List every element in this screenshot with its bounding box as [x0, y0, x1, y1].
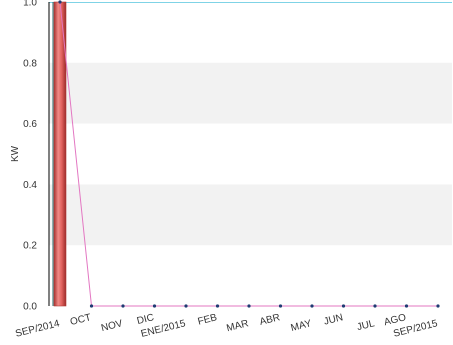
marker-10 — [373, 304, 377, 308]
marker-2 — [121, 304, 125, 308]
x-tick-label-6: MAR — [225, 318, 249, 334]
y-tick-label-5: 1.0 — [23, 0, 37, 9]
marker-5 — [215, 304, 220, 308]
grid-band-1 — [49, 62, 452, 124]
x-tick-label-8: MAY — [290, 318, 313, 334]
marker-12 — [436, 304, 440, 308]
y-tick-label-3: 0.6 — [23, 119, 37, 130]
x-tick-label-0: SEP/2014 — [14, 318, 61, 340]
marker-11 — [404, 304, 409, 308]
y-tick-label-1: 0.2 — [23, 241, 37, 252]
marker-7 — [278, 304, 283, 308]
grid-bands — [49, 62, 452, 246]
x-tick-label-5: FEB — [197, 312, 219, 327]
y-tick-label-0: 0.0 — [23, 302, 37, 313]
x-tick-label-7: ABR — [259, 312, 282, 328]
marker-3 — [152, 304, 157, 308]
marker-0 — [58, 0, 62, 4]
y-tick-label-4: 0.8 — [23, 58, 37, 69]
marker-8 — [310, 304, 314, 308]
bar-series — [52, 1, 67, 307]
x-tick-label-11: AGO — [383, 312, 407, 328]
y-axis-label: KW — [10, 145, 21, 162]
bar-0 — [53, 1, 67, 307]
x-tick-label-1: OCT — [69, 312, 92, 328]
x-tick-label-3: DIC — [136, 312, 155, 327]
marker-1 — [89, 304, 94, 308]
x-tick-label-2: NOV — [100, 318, 124, 334]
x-tick-label-10: JUL — [356, 318, 376, 333]
line-markers — [58, 0, 440, 308]
line-series — [59, 1, 438, 307]
y-tick-labels: 0.0 0.2 0.4 0.6 0.8 1.0 — [23, 0, 37, 313]
y-tick-label-2: 0.4 — [23, 180, 37, 191]
grid-band-0 — [49, 184, 452, 246]
x-tick-label-9: JUN — [323, 312, 345, 327]
marker-4 — [184, 304, 188, 308]
marker-9 — [341, 304, 346, 308]
marker-6 — [247, 304, 251, 308]
